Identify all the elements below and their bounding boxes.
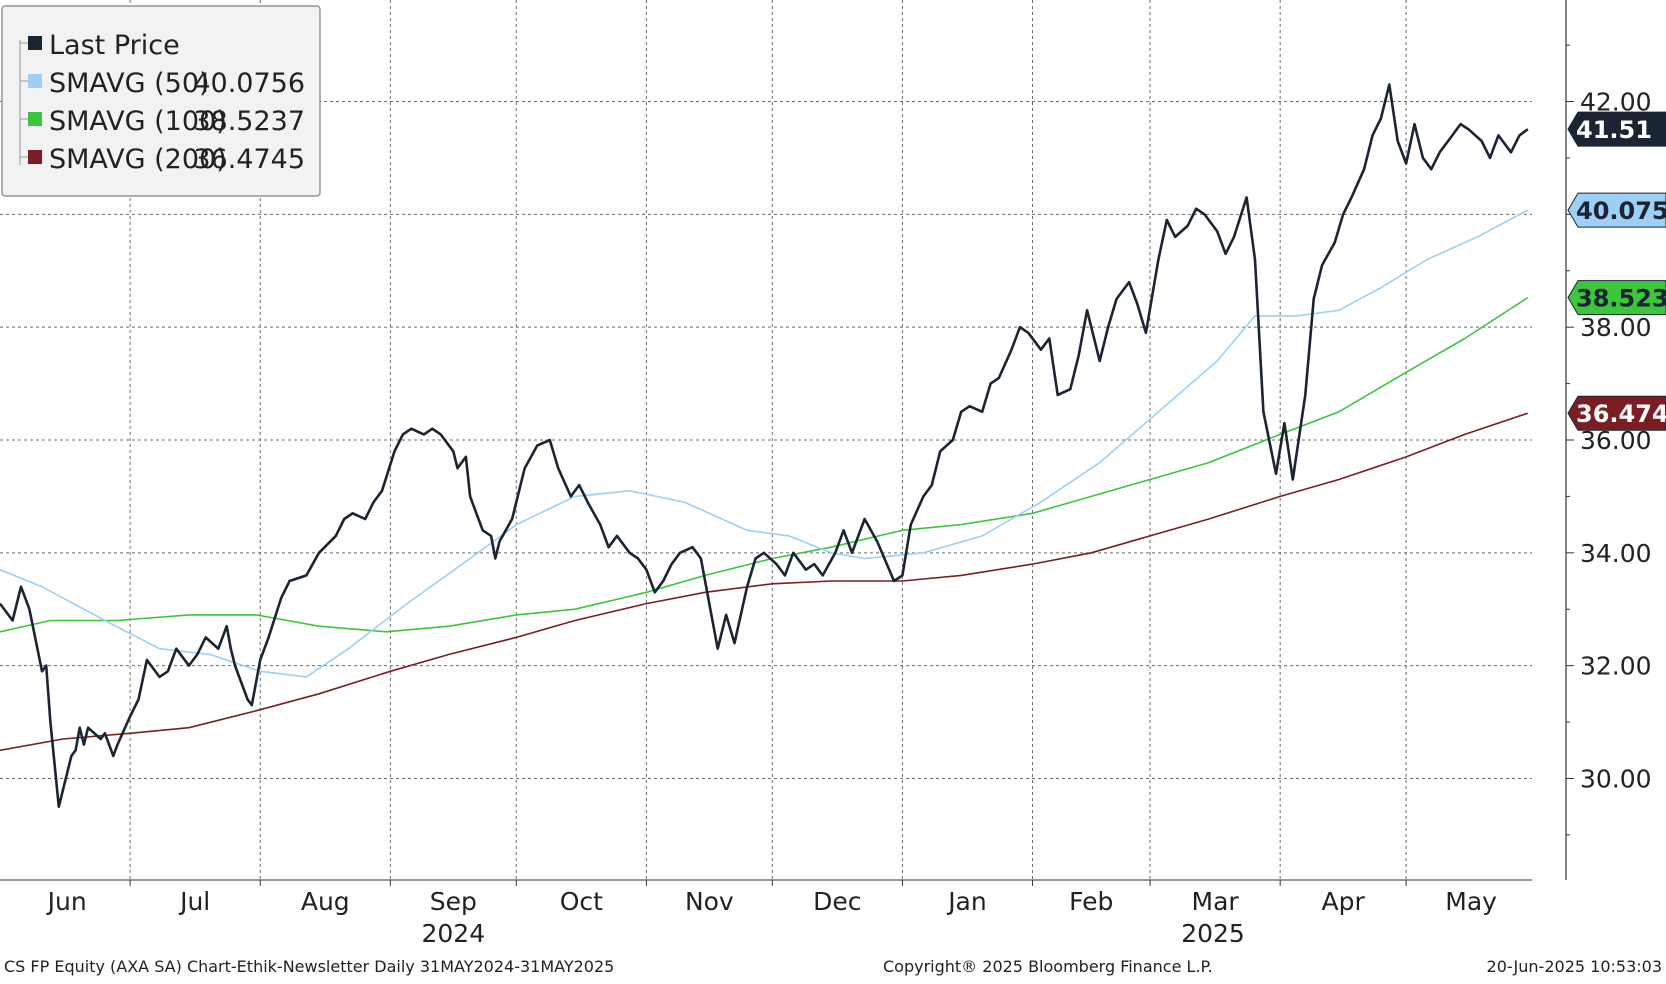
last-value-tag xyxy=(1567,192,1666,228)
x-month-label: Feb xyxy=(1069,887,1113,916)
legend-box xyxy=(1,5,321,197)
x-month-label: Dec xyxy=(813,887,861,916)
legend-entry: SMAVG (200) xyxy=(49,144,227,175)
x-year-label: 2025 xyxy=(1181,919,1245,948)
legend-entry-value: 36.4745 xyxy=(193,144,305,175)
footer: CS FP Equity (AXA SA) Chart-Ethik-Newsle… xyxy=(4,957,1662,976)
y-tick-label: 36.00 xyxy=(1580,426,1652,455)
y-tick-label: 38.00 xyxy=(1580,313,1652,342)
y-tick-label: 34.00 xyxy=(1580,539,1652,568)
x-month-label: Nov xyxy=(685,887,734,916)
series-line-smavg-50 xyxy=(0,209,1529,678)
y-tick-label: 30.00 xyxy=(1580,764,1652,793)
x-month-label: Jan xyxy=(946,887,987,916)
legend-entry: Last Price xyxy=(49,30,180,61)
x-month-label: Oct xyxy=(560,887,603,916)
last-value-tag-text: 38.5237 xyxy=(1576,285,1666,313)
last-value-tag-text: 41.51 xyxy=(1576,116,1652,144)
x-axis: Jun Jul Aug Sep Oct Nov Dec Jan Feb Mar Apr May 2024… xyxy=(0,879,1532,948)
legend-entry: SMAVG (50) xyxy=(49,68,210,99)
x-month-label: May xyxy=(1445,887,1497,916)
last-value-tag-text: 36.4745 xyxy=(1576,400,1666,428)
series-line-smavg-100 xyxy=(0,296,1529,633)
legend-swatch xyxy=(28,150,42,164)
series-lines xyxy=(0,83,1529,808)
x-month-label: Aug xyxy=(301,887,350,916)
legend-entry: SMAVG (100) xyxy=(49,106,227,137)
legend-swatch xyxy=(28,74,42,88)
last-value-tags: 41.51 40.0756 38.5237 36.4745 xyxy=(1567,111,1666,431)
last-value-tag-text: 40.0756 xyxy=(1576,197,1666,225)
series-line-last-price xyxy=(0,83,1529,808)
x-month-label: Jun xyxy=(46,887,87,916)
legend: Last Price SMAVG (50)40.0756 SMAVG (100)38… xyxy=(1,5,321,197)
y-tick-label: 32.00 xyxy=(1580,652,1652,681)
x-month-label: Apr xyxy=(1321,887,1365,916)
legend-entry-value: 38.5237 xyxy=(193,106,305,137)
legend-swatch xyxy=(28,112,42,126)
last-value-tag xyxy=(1567,395,1666,431)
legend-entry-value: 40.0756 xyxy=(193,68,305,99)
x-month-label: Sep xyxy=(430,887,477,916)
last-value-tag xyxy=(1567,280,1666,316)
x-month-label: Mar xyxy=(1192,887,1240,916)
footer-timestamp-text: 20-Jun-2025 10:53:03 xyxy=(1487,957,1662,976)
footer-copyright-text: Copyright® 2025 Bloomberg Finance L.P. xyxy=(883,957,1213,976)
legend-swatch xyxy=(28,36,42,50)
footer-left-text: CS FP Equity (AXA SA) Chart-Ethik-Newsle… xyxy=(4,957,614,976)
series-line-smavg-200 xyxy=(0,412,1529,752)
last-value-tag xyxy=(1567,111,1666,147)
x-month-label: Jul xyxy=(178,887,210,916)
x-year-label: 2024 xyxy=(421,919,485,948)
